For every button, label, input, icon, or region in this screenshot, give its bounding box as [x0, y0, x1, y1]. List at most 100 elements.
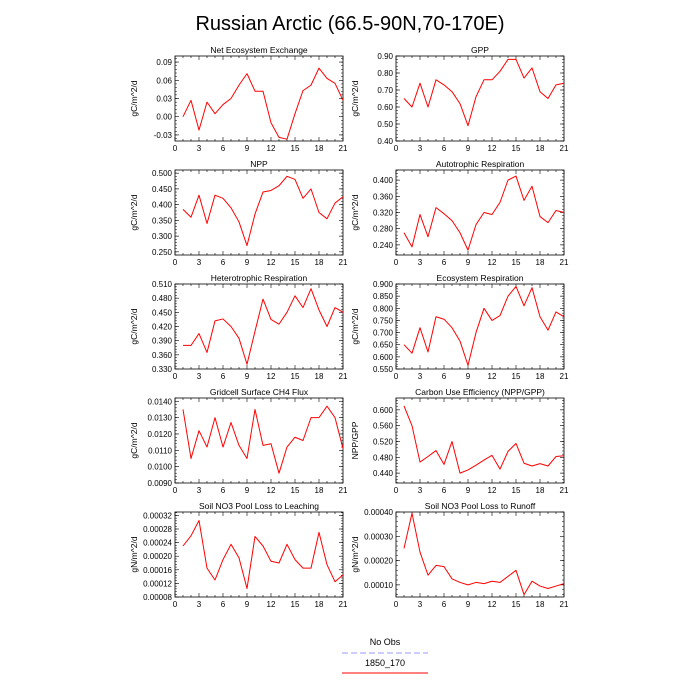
y-axis-label: gN/m^2/d [129, 536, 139, 572]
plot-frame [174, 511, 344, 598]
y-tick-label: -0.03 [154, 131, 173, 140]
y-tick-label: 0.00 [156, 113, 172, 122]
x-tick-label: 18 [536, 486, 545, 495]
y-axis-label: gN/m^2/d [350, 536, 360, 572]
x-tick-label: 6 [442, 144, 447, 153]
x-tick-label: 12 [267, 372, 276, 381]
x-tick-label: 15 [512, 486, 521, 495]
x-tick-label: 6 [221, 258, 226, 267]
panel-title: Soil NO3 Pool Loss to Leaching [199, 501, 319, 511]
x-tick-label: 15 [291, 600, 300, 609]
y-tick-label: 0.00016 [143, 566, 172, 575]
x-tick-label: 21 [560, 258, 569, 267]
y-tick-label: 0.0100 [148, 463, 173, 472]
x-tick-label: 12 [488, 144, 497, 153]
x-tick-label: 0 [173, 372, 178, 381]
y-tick-label: 0.390 [152, 337, 173, 346]
y-tick-label: 0.0130 [148, 414, 173, 423]
y-tick-label: 0.650 [373, 341, 394, 350]
x-tick-label: 3 [418, 258, 423, 267]
y-tick-label: 0.400 [152, 201, 173, 210]
x-tick-label: 6 [221, 144, 226, 153]
x-tick-label: 6 [442, 486, 447, 495]
plot-frame [174, 283, 344, 370]
y-tick-label: 0.00020 [143, 552, 172, 561]
x-tick-label: 15 [291, 144, 300, 153]
panel-title: Soil NO3 Pool Loss to Runoff [425, 501, 536, 511]
series-line-carbon-use-efficiency-npp-gpp [403, 405, 565, 474]
x-tick-label: 18 [315, 258, 324, 267]
x-tick-label: 0 [394, 372, 399, 381]
x-tick-label: 18 [536, 258, 545, 267]
x-tick-label: 21 [339, 258, 348, 267]
plot-frame [395, 397, 565, 484]
x-tick-label: 0 [394, 600, 399, 609]
x-tick-label: 3 [418, 600, 423, 609]
panel-soil-no3-pool-loss-to-leaching: Soil NO3 Pool Loss to Leaching gN/m^2/d 0 3… [129, 501, 348, 609]
x-tick-label: 0 [173, 486, 178, 495]
x-tick-label: 3 [197, 144, 202, 153]
plot-frame [174, 169, 344, 256]
y-tick-label: 0.50 [377, 120, 393, 129]
x-tick-label: 21 [560, 144, 569, 153]
series-line-gridcell-surface-ch4-flux [182, 405, 344, 474]
x-tick-label: 21 [339, 600, 348, 609]
y-tick-label: 0.00030 [364, 532, 393, 541]
y-tick-label: 0.480 [152, 294, 173, 303]
x-tick-label: 6 [221, 372, 226, 381]
y-tick-label: 0.00032 [143, 511, 172, 520]
x-tick-label: 15 [512, 372, 521, 381]
x-tick-label: 15 [512, 258, 521, 267]
x-tick-label: 3 [197, 486, 202, 495]
x-tick-label: 3 [418, 486, 423, 495]
y-tick-label: 0.320 [373, 209, 394, 218]
x-tick-label: 15 [291, 372, 300, 381]
series-line-soil-no3-pool-loss-to-runoff [403, 512, 565, 596]
panel-ecosystem-respiration: Ecosystem Respiration gC/m^2/d 0 3 6 9 12 15 18 2… [350, 273, 569, 381]
y-axis-label: gC/m^2/d [350, 308, 360, 344]
x-tick-label: 9 [245, 144, 250, 153]
x-tick-label: 6 [221, 486, 226, 495]
y-tick-label: 0.0090 [148, 479, 173, 488]
y-tick-label: 0.240 [373, 241, 394, 250]
x-tick-label: 18 [315, 600, 324, 609]
series-line-autotrophic-respiration [403, 175, 565, 251]
x-tick-label: 3 [197, 372, 202, 381]
y-tick-label: 0.60 [377, 103, 393, 112]
y-tick-label: 0.09 [156, 58, 172, 67]
x-tick-label: 9 [245, 600, 250, 609]
panel-title: Heterotrophic Respiration [211, 273, 308, 283]
y-axis-label: gC/m^2/d [129, 80, 139, 116]
x-tick-label: 9 [245, 258, 250, 267]
x-tick-label: 18 [536, 372, 545, 381]
y-tick-label: 0.600 [373, 353, 394, 362]
figure-title: Russian Arctic (66.5-90N,70-170E) [195, 13, 504, 35]
x-tick-label: 6 [442, 600, 447, 609]
x-tick-label: 6 [442, 258, 447, 267]
x-tick-label: 9 [466, 372, 471, 381]
series-line-ecosystem-respiration [403, 285, 565, 366]
legend-label-no-obs: No Obs [370, 637, 401, 647]
x-tick-label: 12 [488, 372, 497, 381]
panel-title: GPP [471, 45, 489, 55]
x-tick-label: 0 [173, 144, 178, 153]
y-tick-label: 0.330 [152, 365, 173, 374]
x-tick-label: 18 [315, 486, 324, 495]
x-tick-label: 3 [418, 372, 423, 381]
x-tick-label: 0 [173, 600, 178, 609]
x-tick-label: 12 [267, 258, 276, 267]
x-tick-label: 0 [173, 258, 178, 267]
x-tick-label: 6 [442, 372, 447, 381]
panel-title: Net Ecosystem Exchange [210, 45, 308, 55]
y-axis-label: gC/m^2/d [129, 308, 139, 344]
plot-frame [174, 397, 344, 484]
x-tick-label: 9 [466, 486, 471, 495]
x-tick-label: 21 [339, 486, 348, 495]
y-tick-label: 0.300 [152, 232, 173, 241]
y-tick-label: 0.350 [152, 216, 173, 225]
y-tick-label: 0.750 [373, 316, 394, 325]
panel-title: Gridcell Surface CH4 Flux [210, 387, 309, 397]
plot-frame [395, 55, 565, 142]
x-tick-label: 9 [245, 372, 250, 381]
